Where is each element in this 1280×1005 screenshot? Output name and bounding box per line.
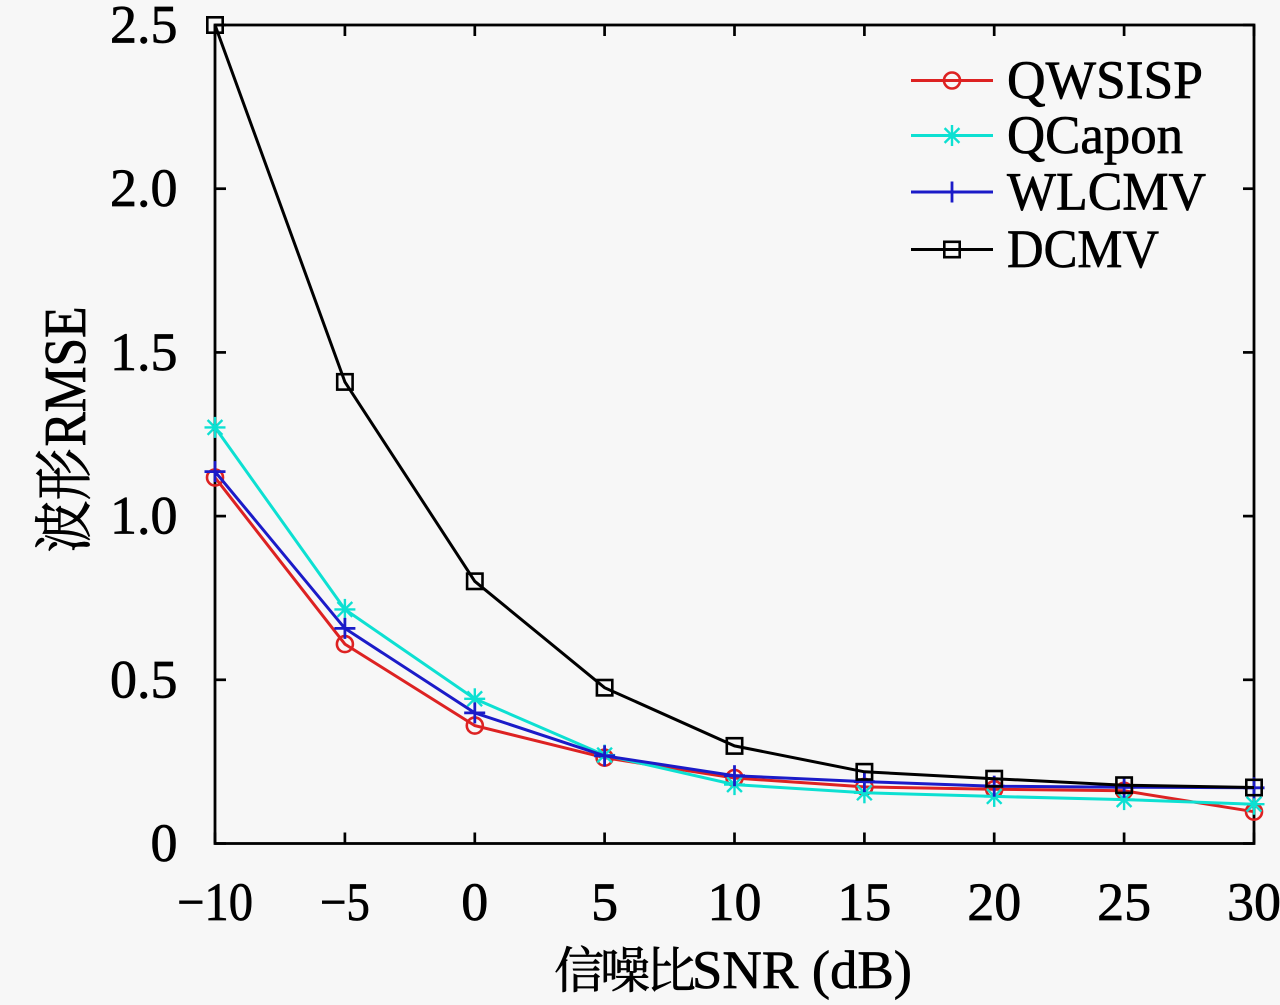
svg-text:2.5: 2.5 <box>110 0 178 55</box>
svg-text:SNR (dB): SNR (dB) <box>692 940 912 1000</box>
svg-text:0.5: 0.5 <box>110 649 178 709</box>
svg-text:DCMV: DCMV <box>1007 219 1159 279</box>
svg-text:1.0: 1.0 <box>110 486 178 546</box>
svg-text:0: 0 <box>461 872 488 932</box>
svg-text:5: 5 <box>591 872 618 932</box>
svg-text:RMSE: RMSE <box>33 307 99 447</box>
svg-text:2.0: 2.0 <box>110 158 178 218</box>
svg-text:20: 20 <box>967 872 1021 932</box>
svg-text:15: 15 <box>837 872 891 932</box>
svg-text:30: 30 <box>1227 872 1280 932</box>
svg-text:WLCMV: WLCMV <box>1007 162 1206 222</box>
svg-text:1.5: 1.5 <box>110 322 178 382</box>
svg-text:25: 25 <box>1097 872 1151 932</box>
svg-text:0: 0 <box>151 813 178 873</box>
svg-text:QCapon: QCapon <box>1007 105 1183 165</box>
svg-text:−5: −5 <box>320 872 370 932</box>
svg-text:10: 10 <box>708 872 762 932</box>
svg-text:QWSISP: QWSISP <box>1007 50 1203 110</box>
svg-text:−10: −10 <box>177 872 253 932</box>
